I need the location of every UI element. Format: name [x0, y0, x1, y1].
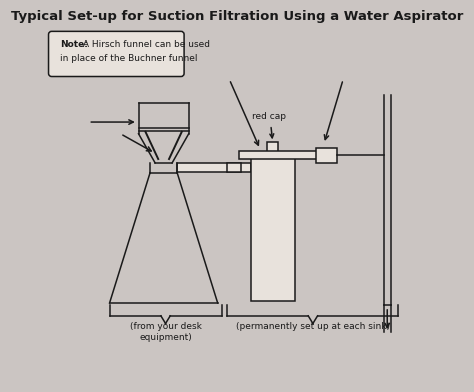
FancyBboxPatch shape	[48, 31, 184, 76]
Text: (permanently set up at each sink): (permanently set up at each sink)	[236, 323, 390, 332]
Bar	[228, 163, 241, 172]
Text: (from your desk
equipment): (from your desk equipment)	[129, 323, 201, 342]
Text: in place of the Buchner funnel: in place of the Buchner funnel	[60, 54, 198, 63]
Text: Typical Set-up for Suction Filtration Using a Water Aspirator: Typical Set-up for Suction Filtration Us…	[11, 11, 463, 24]
Text: Note:: Note:	[60, 40, 88, 49]
Bar	[239, 151, 330, 160]
Bar	[251, 153, 295, 301]
Text: A Hirsch funnel can be used: A Hirsch funnel can be used	[80, 40, 210, 49]
Text: red cap: red cap	[252, 113, 286, 122]
Bar	[177, 163, 251, 172]
Bar	[316, 148, 337, 163]
Bar	[267, 142, 278, 153]
